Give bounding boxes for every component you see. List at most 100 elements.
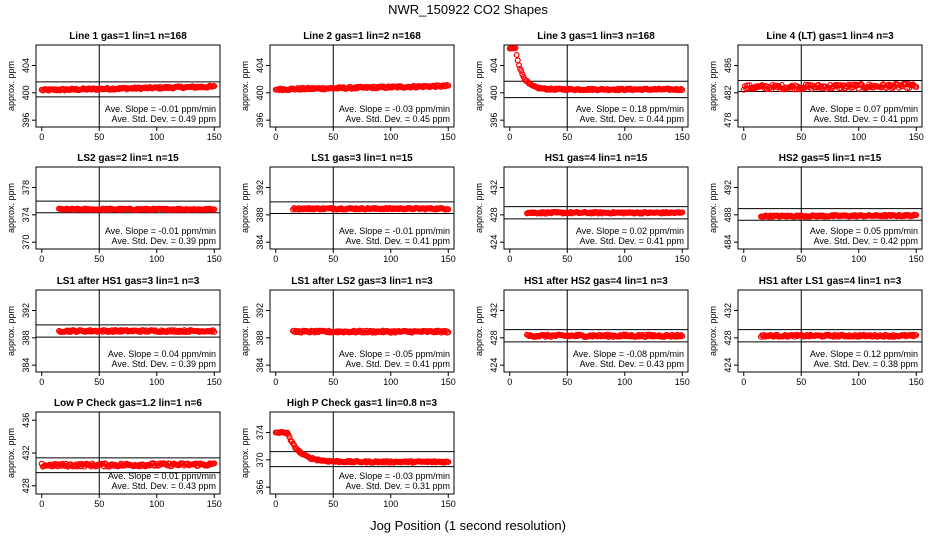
panel-title: LS1 after LS2 gas=3 lin=1 n=3 <box>291 276 433 287</box>
y-tick-label: 396 <box>21 113 31 128</box>
data-point <box>286 434 293 441</box>
data-points <box>523 208 686 217</box>
panel-title: HS1 after LS1 gas=4 lin=1 n=3 <box>759 276 902 287</box>
x-tick-label: 0 <box>741 377 746 387</box>
plot-frame <box>269 411 455 495</box>
stats-annotation: Ave. Slope = 0.01 ppm/min <box>108 471 216 481</box>
x-tick-label: 100 <box>383 377 398 387</box>
data-point <box>679 209 686 216</box>
y-tick-label: 374 <box>21 207 31 222</box>
y-axis-label: approx. ppm <box>474 306 484 356</box>
stats-annotation: Ave. Std. Dev. = 0.49 ppm <box>112 114 216 124</box>
stats-annotation: Ave. Std. Dev. = 0.41 ppm <box>814 114 918 124</box>
panel-title: High P Check gas=1 lin=0.8 n=3 <box>287 398 438 409</box>
x-tick-label: 50 <box>562 254 572 264</box>
stats-annotation: Ave. Slope = -0.08 ppm/min <box>573 349 684 359</box>
y-axis-label: approx. ppm <box>6 183 16 233</box>
x-tick-label: 50 <box>796 132 806 142</box>
x-tick-label: 0 <box>273 254 278 264</box>
stats-annotation: Ave. Slope = -0.03 ppm/min <box>339 104 450 114</box>
x-tick-label: 100 <box>851 132 866 142</box>
panel-title: LS1 after HS1 gas=3 lin=1 n=3 <box>57 276 200 287</box>
panel-title: HS2 gas=5 lin=1 n=15 <box>779 153 882 164</box>
y-tick-label: 370 <box>255 452 265 467</box>
stats-annotation: Ave. Std. Dev. = 0.38 ppm <box>814 359 918 369</box>
panel-title: HS1 after HS2 gas=4 lin=1 n=3 <box>524 276 668 287</box>
y-tick-label: 400 <box>255 85 265 100</box>
data-point <box>211 460 218 467</box>
x-tick-label: 0 <box>273 132 278 142</box>
x-tick-label: 50 <box>328 132 338 142</box>
data-points <box>55 327 218 336</box>
x-tick-label: 100 <box>149 132 164 142</box>
stats-annotation: Ave. Std. Dev. = 0.42 ppm <box>814 236 918 246</box>
y-tick-label: 384 <box>21 358 31 373</box>
data-points <box>757 331 920 340</box>
y-tick-label: 392 <box>21 303 31 318</box>
data-point <box>678 332 685 339</box>
x-tick-label: 150 <box>207 499 222 509</box>
stats-annotation: Ave. Slope = 0.07 ppm/min <box>810 104 918 114</box>
y-tick-label: 482 <box>723 85 733 100</box>
stats-annotation: Ave. Std. Dev. = 0.39 ppm <box>112 359 216 369</box>
data-points <box>272 428 452 466</box>
y-tick-label: 428 <box>21 478 31 493</box>
data-point <box>104 463 111 470</box>
panel-title: Line 4 (LT) gas=1 lin=4 n=3 <box>766 31 894 42</box>
stats-annotation: Ave. Std. Dev. = 0.44 ppm <box>580 114 684 124</box>
data-point <box>445 206 452 213</box>
y-tick-label: 404 <box>489 58 499 73</box>
data-point <box>445 82 452 89</box>
chart-panel: HS1 after LS1 gas=4 lin=1 n=3 0 50 100 150 42… <box>708 276 924 387</box>
y-tick-label: 392 <box>255 180 265 195</box>
x-tick-label: 0 <box>507 377 512 387</box>
panel-title: Low P Check gas=1.2 lin=1 n=6 <box>54 398 202 409</box>
chart-panel: Low P Check gas=1.2 lin=1 n=6 0 50 100 150 42… <box>6 398 222 509</box>
plot-frame <box>35 166 221 250</box>
x-tick-label: 150 <box>675 254 690 264</box>
y-tick-label: 478 <box>723 113 733 128</box>
data-point <box>676 87 683 94</box>
y-tick-label: 404 <box>21 58 31 73</box>
data-point <box>679 333 686 340</box>
data-point <box>518 68 525 75</box>
chart-panel: LS1 gas=3 lin=1 n=15 0 50 100 150 384 388 392 ap… <box>240 153 456 264</box>
x-tick-label: 50 <box>796 254 806 264</box>
plot-frame <box>269 166 455 250</box>
x-tick-label: 100 <box>617 132 632 142</box>
x-tick-label: 150 <box>675 377 690 387</box>
x-tick-label: 150 <box>441 499 456 509</box>
data-point <box>913 212 920 219</box>
stats-annotation: Ave. Slope = -0.01 ppm/min <box>105 226 216 236</box>
panel-title: HS1 gas=4 lin=1 n=15 <box>545 153 648 164</box>
data-point <box>851 81 858 88</box>
stats-annotation: Ave. Slope = 0.02 ppm/min <box>576 226 684 236</box>
x-tick-label: 50 <box>94 132 104 142</box>
plot-frame <box>269 44 455 128</box>
y-tick-label: 484 <box>723 235 733 250</box>
x-tick-label: 100 <box>383 132 398 142</box>
data-point <box>514 57 521 64</box>
stats-annotation: Ave. Slope = 0.12 ppm/min <box>810 349 918 359</box>
x-tick-label: 50 <box>796 377 806 387</box>
panel-title: Line 2 gas=1 lin=2 n=168 <box>303 31 421 42</box>
x-tick-label: 100 <box>617 377 632 387</box>
plot-frame <box>737 166 923 250</box>
y-axis-label: approx. ppm <box>708 183 718 233</box>
stats-annotation: Ave. Std. Dev. = 0.31 ppm <box>346 481 450 491</box>
data-point <box>442 83 449 90</box>
data-point <box>207 327 214 334</box>
stats-annotation: Ave. Slope = -0.01 ppm/min <box>105 104 216 114</box>
y-tick-label: 432 <box>489 180 499 195</box>
x-tick-label: 0 <box>39 254 44 264</box>
data-point <box>512 45 519 52</box>
x-tick-label: 100 <box>383 254 398 264</box>
x-tick-label: 0 <box>741 132 746 142</box>
stats-annotation: Ave. Std. Dev. = 0.41 ppm <box>346 236 450 246</box>
data-points <box>38 460 218 470</box>
x-tick-label: 0 <box>39 377 44 387</box>
plot-frame <box>737 289 923 373</box>
y-axis-label: approx. ppm <box>240 61 250 111</box>
x-tick-label: 50 <box>94 254 104 264</box>
